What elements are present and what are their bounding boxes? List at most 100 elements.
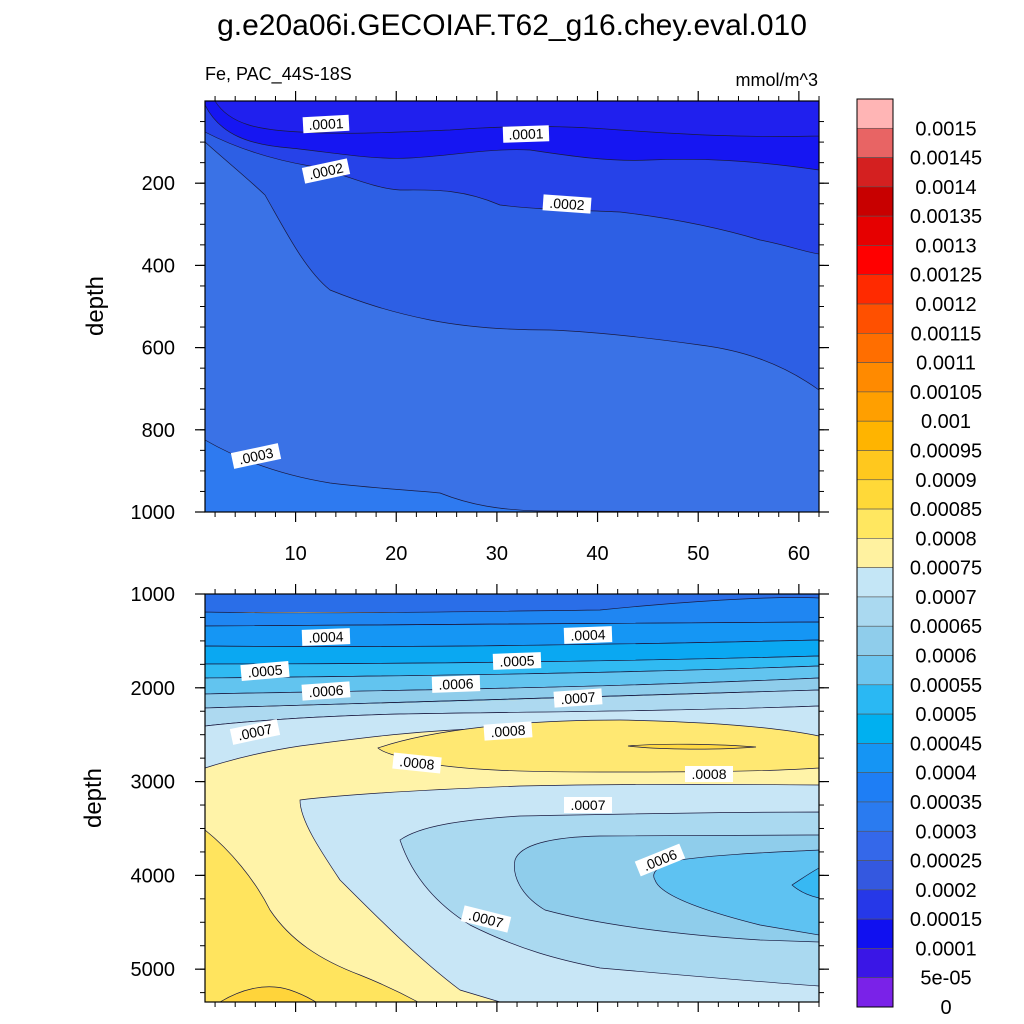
upper-y-axis: 200 400 600 800 1000 <box>131 121 829 524</box>
x-tick-label: 20 <box>385 543 407 565</box>
lower-contour-label: .0007 <box>236 720 274 743</box>
colorbar-label: 0.0015 <box>915 118 976 140</box>
lower-contour-label: .0006 <box>308 682 344 700</box>
colorbar-label: 0.0002 <box>915 880 976 902</box>
upper-label-box <box>542 194 592 214</box>
lower-panel: .0004 .0004 .0005 .0005 .0006 .0006 .000… <box>80 584 829 1012</box>
lower-region-00085-deep <box>204 829 419 1003</box>
colorbar-swatch <box>856 303 894 334</box>
colorbar-label: 0.0005 <box>915 704 976 726</box>
lower-label-box <box>460 905 512 933</box>
colorbar-label: 0.00025 <box>910 851 982 873</box>
colorbar-swatch <box>856 713 894 744</box>
colorbar-swatch <box>856 948 894 979</box>
lower-region-00085 <box>627 743 757 750</box>
colorbar-swatch <box>856 743 894 773</box>
colorbar-label: 0.00125 <box>910 265 982 287</box>
colorbar-label: 0 <box>940 997 951 1019</box>
y-tick-label: 4000 <box>131 865 176 887</box>
variable-label: Fe, PAC_44S-18S <box>205 64 352 85</box>
colorbar-swatch <box>856 333 894 363</box>
colorbar-label: 0.0004 <box>915 763 976 785</box>
colorbar-swatch <box>856 479 894 510</box>
y-tick-label: 1000 <box>131 502 176 524</box>
lower-plot-frame <box>204 593 820 1003</box>
colorbar-label: 0.0011 <box>916 353 976 375</box>
colorbar-swatch <box>856 450 894 481</box>
upper-x-axis: 10 20 30 40 50 60 <box>214 91 820 565</box>
colorbar-swatch <box>856 420 894 451</box>
colorbar-swatch <box>856 801 894 832</box>
colorbar-label: 0.0013 <box>915 235 976 257</box>
colorbar-label: 0.00045 <box>910 733 982 755</box>
x-tick-label: 10 <box>284 543 306 565</box>
colorbar-label: 0.00095 <box>910 440 982 462</box>
y-tick-label: 5000 <box>131 959 176 981</box>
colorbar-label: 0.00085 <box>910 499 982 521</box>
lower-contour-label: .0006 <box>438 675 474 692</box>
colorbar-swatch <box>856 391 894 422</box>
colorbar-label: 0.0001 <box>915 938 976 960</box>
colorbar-swatch <box>856 860 894 891</box>
colorbar-swatch <box>856 98 894 129</box>
x-tick-label: 30 <box>486 543 508 565</box>
colorbar-label: 0.00055 <box>910 675 982 697</box>
lower-label-box <box>240 660 290 682</box>
lower-contour-label: .0007 <box>570 797 605 813</box>
lower-label-box <box>431 675 481 693</box>
colorbar-label: 0.001 <box>921 411 971 433</box>
colorbar-swatch <box>856 245 894 276</box>
upper-contour-label: .0002 <box>307 159 345 182</box>
lower-contour-label: .0004 <box>308 628 344 645</box>
upper-contour-labels: .0001 .0001 .0002 .0002 .0003 <box>230 114 592 469</box>
colorbar-label: 0.0003 <box>915 821 976 843</box>
upper-contour-label: .0003 <box>237 444 275 467</box>
upper-label-box <box>230 443 282 469</box>
lower-label-box <box>229 719 281 745</box>
y-tick-label: 1000 <box>131 584 176 606</box>
upper-contour-label: .0001 <box>508 125 544 142</box>
lower-label-box <box>685 766 733 782</box>
lower-label-box <box>301 681 351 701</box>
colorbar-swatch <box>856 567 894 598</box>
upper-region-00025-00030 <box>204 439 820 513</box>
lower-region-0009-deep <box>218 986 317 1003</box>
lower-label-box <box>483 721 533 741</box>
colorbar-label: 0.00065 <box>910 616 982 638</box>
colorbar-swatch <box>856 215 894 246</box>
colorbar-swatch <box>856 625 894 656</box>
colorbar-swatch <box>856 918 894 949</box>
upper-contour-label: .0002 <box>549 195 585 213</box>
colorbar-swatch <box>856 538 894 568</box>
lower-contour-label: .0005 <box>247 661 284 680</box>
y-tick-label: 800 <box>142 420 175 442</box>
colorbar-label: 0.00105 <box>910 382 982 404</box>
colorbar-label: 0.00135 <box>910 206 982 228</box>
colorbar-swatch <box>856 157 894 188</box>
colorbar-label: 0.00145 <box>910 148 982 170</box>
colorbar-swatch <box>856 977 894 1008</box>
colorbar-label: 5e-05 <box>920 968 971 990</box>
colorbar-label: 0.0007 <box>915 587 976 609</box>
colorbar-swatch <box>856 655 894 686</box>
upper-region-5e05-0001 <box>214 100 820 137</box>
lower-y-axis: 1000 2000 3000 4000 5000 <box>131 584 829 994</box>
upper-y-axis-label: depth <box>82 276 109 336</box>
colorbar-swatch <box>856 274 894 305</box>
colorbar-label: 0.0008 <box>915 528 976 550</box>
chart-title: g.e20a06i.GECOIAF.T62_g16.chey.eval.010 <box>217 9 807 42</box>
lower-label-box <box>301 628 351 646</box>
lower-contour-label: .0008 <box>399 753 436 773</box>
colorbar-label: 0.0006 <box>915 646 976 668</box>
colorbar-swatch <box>856 596 894 627</box>
upper-label-box <box>302 114 350 134</box>
colorbar-label: 0.00015 <box>910 909 982 931</box>
upper-label-box <box>502 125 550 143</box>
lower-contour-label: .0004 <box>570 626 606 643</box>
y-tick-label: 600 <box>142 338 175 360</box>
x-tick-label: 50 <box>687 543 709 565</box>
lower-label-box <box>564 797 612 813</box>
colorbar-label: 0.0009 <box>915 470 976 492</box>
y-tick-label: 400 <box>142 255 175 277</box>
lower-region-0005-deep <box>791 867 820 899</box>
